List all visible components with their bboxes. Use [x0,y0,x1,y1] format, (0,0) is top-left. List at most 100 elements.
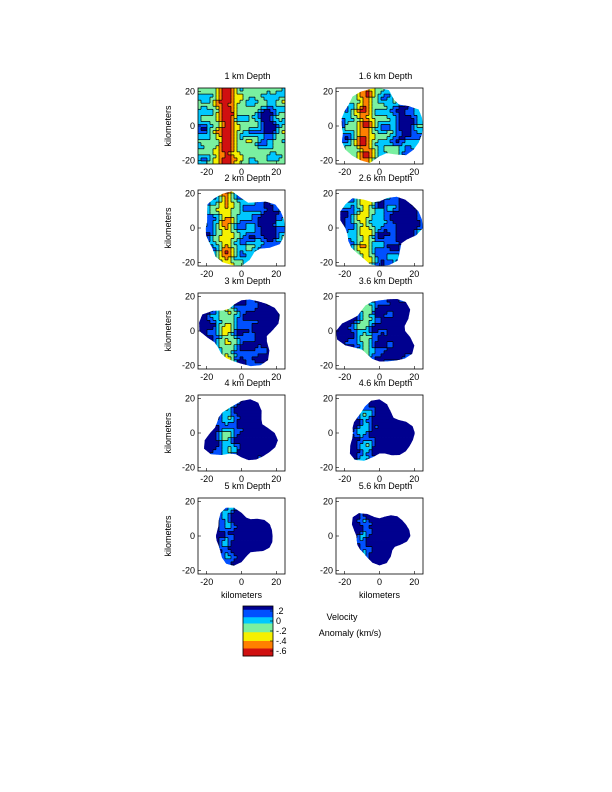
anomaly-cell [387,214,391,218]
anomaly-cell [354,121,358,125]
anomaly-cell [336,115,339,118]
anomaly-cell [372,121,376,125]
anomaly-cell [405,127,409,131]
anomaly-cell [342,121,346,125]
anomaly-cell [351,121,355,125]
anomaly-cell [201,217,204,220]
anomaly-cell [279,238,283,243]
anomaly-cell [360,136,364,141]
anomaly-cell [276,115,280,119]
anomaly-cell [228,118,232,122]
anomaly-cell [228,145,232,150]
anomaly-cell [255,145,259,150]
anomaly-cell [261,121,265,125]
anomaly-cell [237,94,241,98]
anomaly-cell [231,220,235,224]
anomaly-cell [231,118,235,122]
anomaly-cell [243,121,247,125]
anomaly-cell [210,130,214,134]
y-tick-label: -20 [320,156,333,166]
anomaly-cell [258,205,262,209]
anomaly-cell [252,223,256,227]
anomaly-cell [276,118,280,122]
anomaly-cell [354,223,358,227]
anomaly-cell [405,244,409,249]
anomaly-cell [354,199,358,203]
anomaly-cell [201,112,205,116]
anomaly-cell [201,233,204,236]
anomaly-cell [207,97,211,101]
anomaly-cell [219,241,223,246]
anomaly-cell [222,127,226,131]
anomaly-cell [399,253,403,258]
anomaly-cell [408,136,412,141]
anomaly-cell [199,320,202,324]
anomaly-cell [243,112,247,116]
anomaly-cell [390,247,394,252]
anomaly-cell [375,100,379,104]
anomaly-cell [363,244,367,249]
anomaly-cell [408,259,412,264]
anomaly-cell [246,148,250,153]
anomaly-cell [402,214,406,218]
anomaly-cell [345,235,349,240]
anomaly-cell [408,94,412,98]
anomaly-cell [210,139,214,144]
anomaly-cell [378,205,382,209]
anomaly-cell [201,148,205,153]
anomaly-cell [279,250,283,255]
anomaly-cell [198,223,201,226]
anomaly-cell [210,109,214,113]
anomaly-cell [354,127,358,131]
anomaly-cell [408,121,412,125]
anomaly-cell [405,151,409,156]
anomaly-cell [267,226,271,230]
anomaly-cell [237,121,241,125]
anomaly-cell [210,235,214,240]
anomaly-cell [205,205,208,209]
anomaly-cell [417,100,421,104]
anomaly-cell [231,148,235,153]
anomaly-cell [351,220,355,224]
anomaly-cell [267,130,271,134]
anomaly-cell [237,145,241,150]
anomaly-cell [219,160,223,164]
anomaly-cell [354,142,358,147]
anomaly-cell [216,130,220,134]
anomaly-cell [246,196,250,200]
anomaly-cell [228,127,232,131]
anomaly-cell [417,211,421,215]
anomaly-cell [366,97,370,101]
anomaly-cell [408,139,412,144]
anomaly-cell [207,259,211,264]
anomaly-cell [225,157,229,162]
anomaly-cell [249,202,253,206]
anomaly-cell [249,94,253,98]
anomaly-cell [216,247,220,252]
anomaly-cell [267,259,271,264]
anomaly-cell [387,229,391,233]
anomaly-cell [255,142,259,147]
anomaly-cell [201,127,205,131]
anomaly-cell [222,226,226,230]
anomaly-cell [234,220,238,224]
anomaly-cell [231,124,235,128]
anomaly-cell [405,229,409,233]
anomaly-cell [363,217,367,221]
anomaly-cell [282,142,285,147]
anomaly-cell [369,160,373,163]
anomaly-cell [264,118,268,122]
anomaly-cell [393,154,397,159]
anomaly-cell [363,208,367,212]
anomaly-cell [357,100,361,104]
anomaly-cell [231,88,235,92]
anomaly-cell [264,103,268,107]
anomaly-cell [210,103,214,107]
anomaly-cell [384,124,388,128]
anomaly-cell [243,226,247,230]
anomaly-cell [228,103,232,107]
anomaly-cell [225,250,229,255]
anomaly-cell [369,217,373,221]
anomaly-field [340,196,423,266]
anomaly-cell [261,127,265,131]
